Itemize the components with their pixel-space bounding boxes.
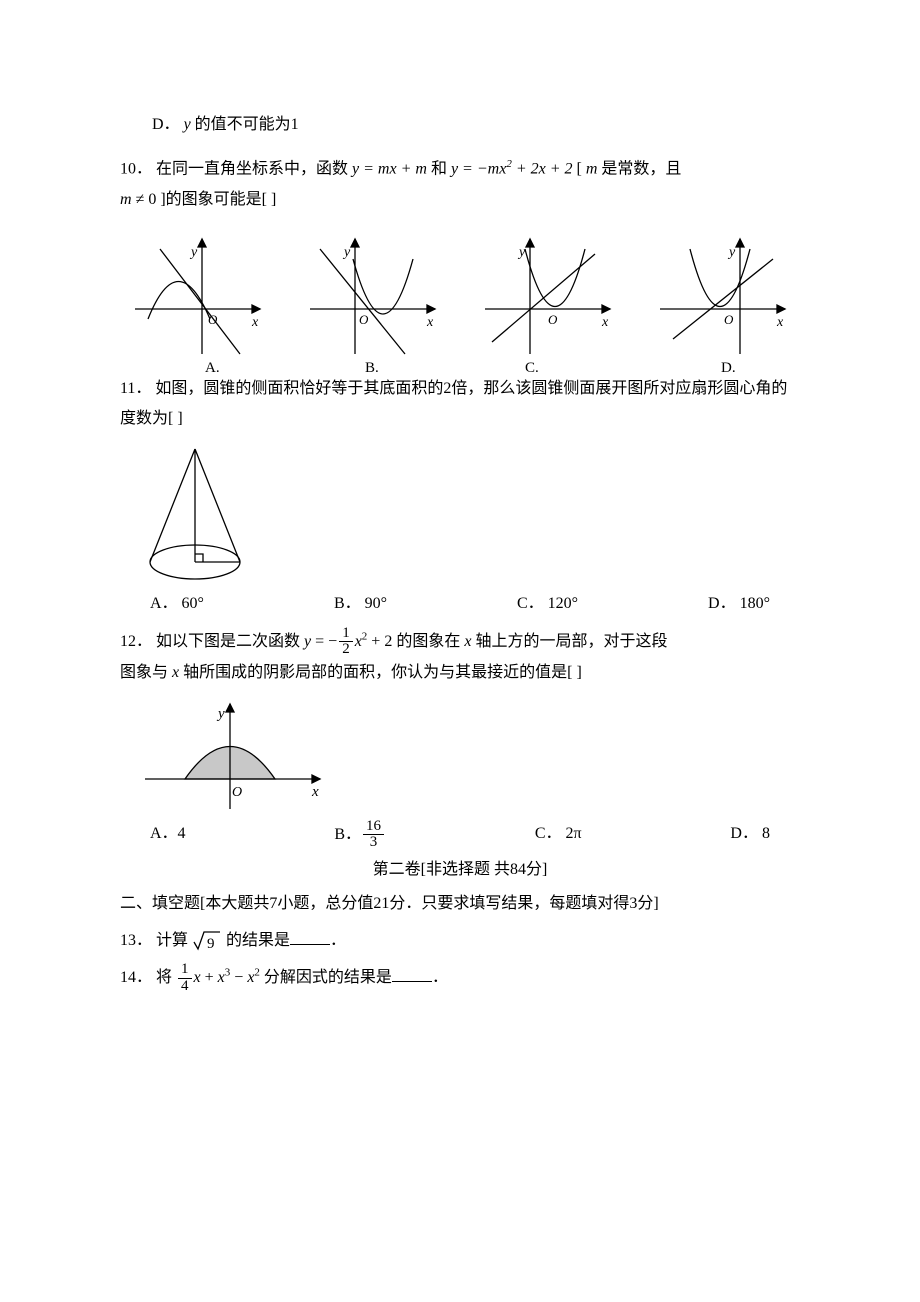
- q12-opt-d: D． 8: [730, 819, 770, 852]
- q14-x1: x: [194, 969, 201, 986]
- q10-pre: 在同一直角坐标系中，函数: [156, 161, 352, 178]
- q14-plus: +: [201, 969, 218, 986]
- q12-pre: 如以下图是二次函数: [156, 633, 304, 650]
- q10-graph-c: y O x C.: [470, 224, 625, 374]
- svg-text:y: y: [216, 706, 225, 722]
- q12-mid: 的图象在: [396, 633, 464, 650]
- svg-text:B.: B.: [365, 360, 379, 374]
- q12-opt-c: C． 2π: [535, 819, 582, 852]
- svg-text:C.: C.: [525, 360, 539, 374]
- q10-mvar2: m: [120, 191, 132, 208]
- q12-frac: 12: [339, 626, 353, 659]
- sqrt-icon: 9: [192, 930, 222, 952]
- q14-minus: −: [230, 969, 247, 986]
- svg-text:D.: D.: [721, 360, 736, 374]
- q11-opt-a: A． 60°: [150, 589, 204, 619]
- q12-frac-num: 1: [339, 626, 353, 643]
- q13-blank: [290, 928, 330, 945]
- q12: 12． 如以下图是二次函数 y = −12x2 + 2 的图象在 x 轴上方的一…: [120, 626, 800, 689]
- q11-options: A． 60° B． 90° C． 120° D． 180°: [120, 589, 800, 619]
- svg-text:y: y: [189, 245, 198, 260]
- q12-options: A．4 B．163 C． 2π D． 8: [120, 819, 800, 852]
- q13-period: ．: [330, 932, 346, 949]
- q11-opt-d: D． 180°: [708, 589, 770, 619]
- svg-text:O: O: [232, 785, 242, 800]
- q9-d-text: 的值不可能为1: [195, 116, 299, 133]
- q14-blank: [392, 965, 432, 982]
- q12-x: x: [355, 633, 362, 650]
- q10-m: m: [586, 161, 598, 178]
- q12-figure: y O x: [120, 689, 800, 819]
- q12-frac-den: 2: [339, 642, 353, 658]
- q10-f2a: y = −mx: [451, 161, 506, 178]
- q10-line2: ≠ 0 ]的图象可能是[ ]: [132, 191, 277, 208]
- q11-opt-b: B． 90°: [334, 589, 387, 619]
- section2-title: 第二卷[非选择题 共84分]: [120, 855, 800, 885]
- q14-frac: 14: [178, 962, 192, 995]
- q10-f1: y = mx + m: [352, 161, 427, 178]
- q10-graphs: y O x A. y O x B.: [120, 224, 800, 374]
- q12-opt-b: B．163: [334, 819, 386, 852]
- q12-b-den: 3: [363, 835, 384, 851]
- q10-f2b: + 2x + 2: [512, 161, 573, 178]
- q14-x2: x: [218, 969, 225, 986]
- q14-post: 分解因式的结果是: [264, 969, 392, 986]
- q11-figure: [120, 434, 800, 589]
- q13: 13． 计算 9 的结果是 ．: [120, 926, 800, 956]
- q14-number: 14．: [120, 969, 152, 986]
- svg-text:O: O: [724, 312, 734, 327]
- svg-text:x: x: [776, 315, 784, 330]
- q12-l2pre: 图象与: [120, 664, 172, 681]
- svg-text:A.: A.: [205, 360, 220, 374]
- q12-y: y: [304, 633, 311, 650]
- q13-post: 的结果是: [226, 932, 290, 949]
- q11-number: 11．: [120, 380, 151, 397]
- svg-text:x: x: [601, 315, 609, 330]
- q12-l2post: 轴所围成的阴影局部的面积，你认为与其最接近的值是[ ]: [179, 664, 582, 681]
- svg-text:O: O: [359, 312, 369, 327]
- q12-b-pre: B．: [334, 825, 361, 842]
- q12-number: 12．: [120, 633, 152, 650]
- q11-opt-c: C． 120°: [517, 589, 578, 619]
- svg-text:y: y: [727, 245, 736, 260]
- q14-pre: 将: [156, 969, 172, 986]
- q12-eqpre: = −: [315, 633, 337, 650]
- q10-number: 10．: [120, 161, 152, 178]
- section2-heading: 二、填空题[本大题共7小题，总分值21分．只要求填写结果，每题填对得3分]: [120, 889, 800, 919]
- q14: 14． 将 14x + x3 − x2 分解因式的结果是．: [120, 962, 800, 995]
- q9-option-d: D． y 的值不可能为1: [120, 110, 800, 140]
- q10-mid3: 是常数，且: [597, 161, 681, 178]
- svg-text:y: y: [342, 245, 351, 260]
- q11: 11． 如图，圆锥的侧面积恰好等于其底面积的2倍，那么该圆锥侧面展开图所对应扇形…: [120, 374, 800, 435]
- q14-frac-num: 1: [178, 962, 192, 979]
- q14-exp2: 2: [254, 967, 260, 979]
- q12-plus2: + 2: [367, 633, 392, 650]
- svg-text:x: x: [251, 315, 259, 330]
- q10-mid1: 和: [431, 161, 451, 178]
- q14-period: ．: [432, 969, 448, 986]
- q10-mid2: [: [577, 161, 586, 178]
- q9-d-var: y: [184, 116, 191, 133]
- q12-b-frac: 163: [363, 819, 384, 852]
- q13-pre: 计算: [156, 932, 188, 949]
- q14-frac-den: 4: [178, 979, 192, 995]
- q10: 10． 在同一直角坐标系中，函数 y = mx + m 和 y = −mx2 +…: [120, 154, 800, 215]
- svg-text:x: x: [426, 315, 434, 330]
- q10-graph-d: y O x D.: [645, 224, 800, 374]
- q12-b-num: 16: [363, 819, 384, 836]
- svg-text:O: O: [548, 312, 558, 327]
- svg-text:O: O: [208, 312, 218, 327]
- q9-d-label: D．: [152, 116, 180, 133]
- q13-number: 13．: [120, 932, 152, 949]
- q10-graph-a: y O x A.: [120, 224, 275, 374]
- q11-text: 如图，圆锥的侧面积恰好等于其底面积的2倍，那么该圆锥侧面展开图所对应扇形圆心角的…: [120, 380, 787, 427]
- svg-text:x: x: [311, 784, 319, 800]
- svg-text:9: 9: [207, 936, 215, 952]
- q12-opt-a: A．4: [150, 819, 186, 852]
- svg-text:y: y: [517, 245, 526, 260]
- q12-post1: 轴上方的一局部，对于这段: [471, 633, 667, 650]
- q10-graph-b: y O x B.: [295, 224, 450, 374]
